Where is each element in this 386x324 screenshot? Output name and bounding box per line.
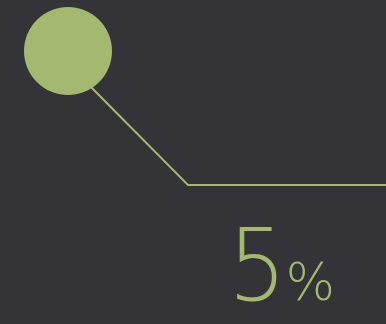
stat-unit: % <box>285 253 336 313</box>
leader-line <box>87 83 386 186</box>
stat-value: 5 <box>228 207 287 324</box>
stat-figure: 5 % <box>228 216 335 324</box>
marker-dot <box>24 7 112 95</box>
